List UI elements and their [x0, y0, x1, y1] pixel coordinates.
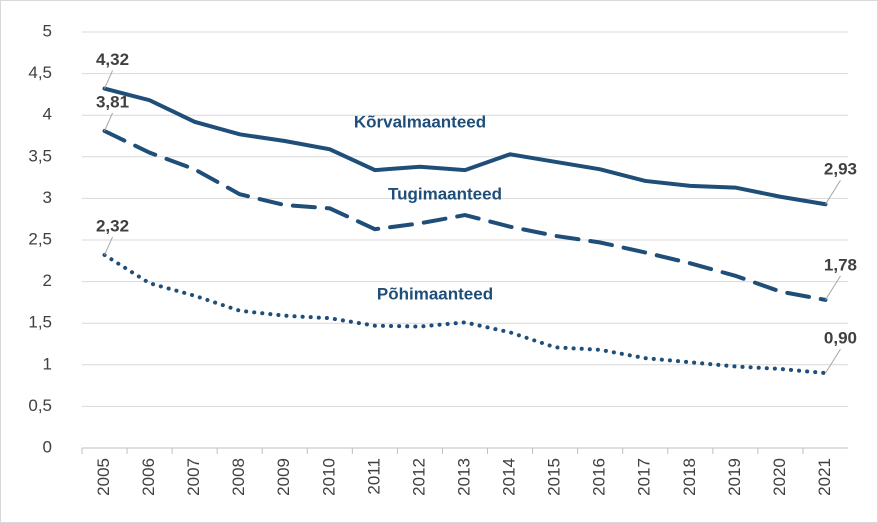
x-tick-label: 2008: [229, 458, 248, 496]
leader-line: [104, 70, 113, 89]
y-tick-label: 4,5: [28, 63, 52, 82]
leader-line: [825, 348, 841, 374]
x-tick-label: 2007: [184, 458, 203, 496]
y-tick-label: 2: [43, 271, 52, 290]
leader-line: [104, 112, 113, 132]
leader-line: [825, 179, 841, 205]
x-tick-label: 2011: [364, 458, 383, 495]
x-tick-label: 2006: [139, 458, 158, 496]
x-tick-label: 2010: [319, 458, 338, 496]
y-tick-label: 3: [43, 188, 52, 207]
x-tick-label: 2021: [815, 458, 834, 496]
x-tick-label: 2014: [500, 458, 519, 496]
x-tick-label: 2012: [409, 458, 428, 496]
data-label: 4,32: [96, 50, 129, 69]
x-tick-label: 2016: [590, 458, 609, 496]
data-label: 2,32: [96, 216, 129, 235]
x-tick-label: 2015: [545, 458, 564, 496]
x-tick-label: 2020: [770, 458, 789, 496]
x-tick-label: 2017: [635, 458, 654, 496]
x-tick-label: 2019: [725, 458, 744, 496]
y-tick-label: 2,5: [28, 229, 52, 248]
x-tick-label: 2018: [680, 458, 699, 496]
y-tick-label: 0,5: [28, 396, 52, 415]
line-solid: [102, 86, 828, 207]
data-label: 0,90: [824, 329, 857, 348]
x-tick-label: 2005: [94, 458, 113, 496]
data-label: 3,81: [96, 92, 129, 111]
data-label: 1,78: [824, 255, 857, 274]
y-tick-label: 4: [43, 105, 52, 124]
x-tick-label: 2013: [454, 458, 473, 496]
y-tick-label: 1,5: [28, 313, 52, 332]
line-dashed: [102, 129, 828, 302]
series-label: Põhimaanteed: [377, 284, 493, 303]
series-label: Kõrvalmaanteed: [354, 112, 486, 131]
line-dotted: [102, 252, 828, 376]
leader-line: [104, 236, 113, 256]
x-tick-label: 2009: [274, 458, 293, 496]
y-tick-label: 1: [43, 354, 52, 373]
series-label: Tugimaanteed: [388, 184, 502, 203]
y-tick-label: 0: [43, 437, 52, 456]
y-tick-label: 5: [43, 21, 52, 40]
data-label: 2,93: [824, 160, 857, 179]
y-tick-label: 3,5: [28, 146, 52, 165]
leader-line: [825, 275, 841, 301]
